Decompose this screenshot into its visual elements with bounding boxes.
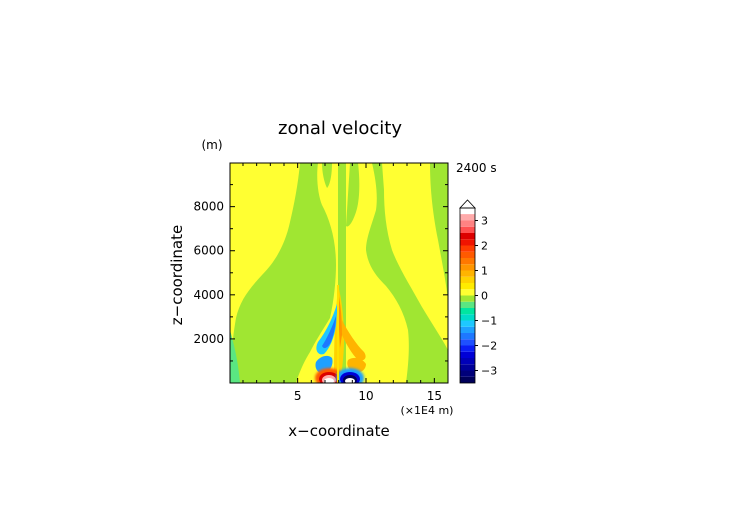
green-patch-center-left — [322, 163, 332, 188]
colorbar-segment — [460, 251, 475, 258]
colorbar-segment — [460, 214, 475, 221]
positive-lobe-left — [230, 163, 300, 360]
y-tick-label: 2000 — [193, 332, 224, 346]
y-axis-ticks: 2000 4000 6000 8000 — [193, 184, 448, 362]
colorbar-segment — [460, 370, 475, 377]
colorbar-segment — [460, 308, 475, 315]
colorbar-segment — [460, 351, 475, 358]
x-axis-label: x−coordinate — [288, 422, 389, 440]
colorbar: −3 −2 −1 0 1 2 3 — [459, 199, 497, 384]
colorbar-segment — [460, 364, 475, 371]
x-unit-label: (×1E4 m) — [401, 404, 454, 417]
colorbar-segment — [460, 276, 475, 283]
negative-band-left-edge — [230, 330, 240, 383]
colorbar-segment — [460, 258, 475, 265]
colorbar-segment — [460, 270, 475, 277]
colorbar-tick-label: 1 — [481, 265, 488, 278]
x-tick-label: 5 — [294, 389, 302, 403]
colorbar-segment — [460, 320, 475, 327]
colorbar-segment — [460, 358, 475, 365]
colorbar-tick-label: 3 — [481, 215, 488, 228]
colorbar-segment — [460, 301, 475, 308]
y-tick-label: 8000 — [193, 200, 224, 214]
colorbar-segment — [460, 376, 475, 383]
positive-lobe-center-right — [346, 163, 409, 383]
colorbar-segment — [460, 333, 475, 340]
y-tick-label: 4000 — [193, 288, 224, 302]
y-unit-label: (m) — [201, 138, 222, 152]
colorbar-tick-label: −3 — [481, 365, 497, 378]
x-axis-ticks: 5 10 15 — [242, 163, 449, 403]
colorbar-segment — [460, 233, 475, 240]
colorbar-segment — [460, 245, 475, 252]
time-label: 2400 s — [456, 161, 497, 175]
colorbar-segment — [460, 339, 475, 346]
colorbar-segment — [460, 283, 475, 290]
colorbar-segment — [460, 264, 475, 271]
x-tick-label: 15 — [427, 389, 442, 403]
x-tick-label: 10 — [358, 389, 373, 403]
chart-title: zonal velocity — [278, 118, 402, 139]
colorbar-segment — [460, 220, 475, 227]
positive-core-center — [324, 378, 334, 383]
positive-lobe-right — [382, 163, 448, 350]
y-axis-label: z−coordinate — [168, 225, 186, 325]
colorbar-tick-label: 2 — [481, 240, 488, 253]
colorbar-segment — [460, 314, 475, 321]
colorbar-segment — [460, 226, 475, 233]
green-patch-center-right — [346, 163, 360, 227]
colorbar-segment — [460, 295, 475, 302]
y-tick-label: 6000 — [193, 244, 224, 258]
colorbar-tick-label: 0 — [481, 290, 488, 303]
positive-arm-right-orange — [342, 320, 366, 361]
contour-field — [230, 163, 448, 383]
colorbar-segment — [460, 345, 475, 352]
colorbar-segment — [460, 326, 475, 333]
colorbar-segment — [460, 239, 475, 246]
colorbar-extend-triangle — [459, 199, 476, 209]
negative-arm-left-blue — [322, 316, 336, 349]
negative-arm-left-cyan — [316, 300, 338, 355]
colorbar-tick-label: −2 — [481, 340, 497, 353]
colorbar-segment — [460, 289, 475, 296]
colorbar-tick-label: −1 — [481, 315, 497, 328]
